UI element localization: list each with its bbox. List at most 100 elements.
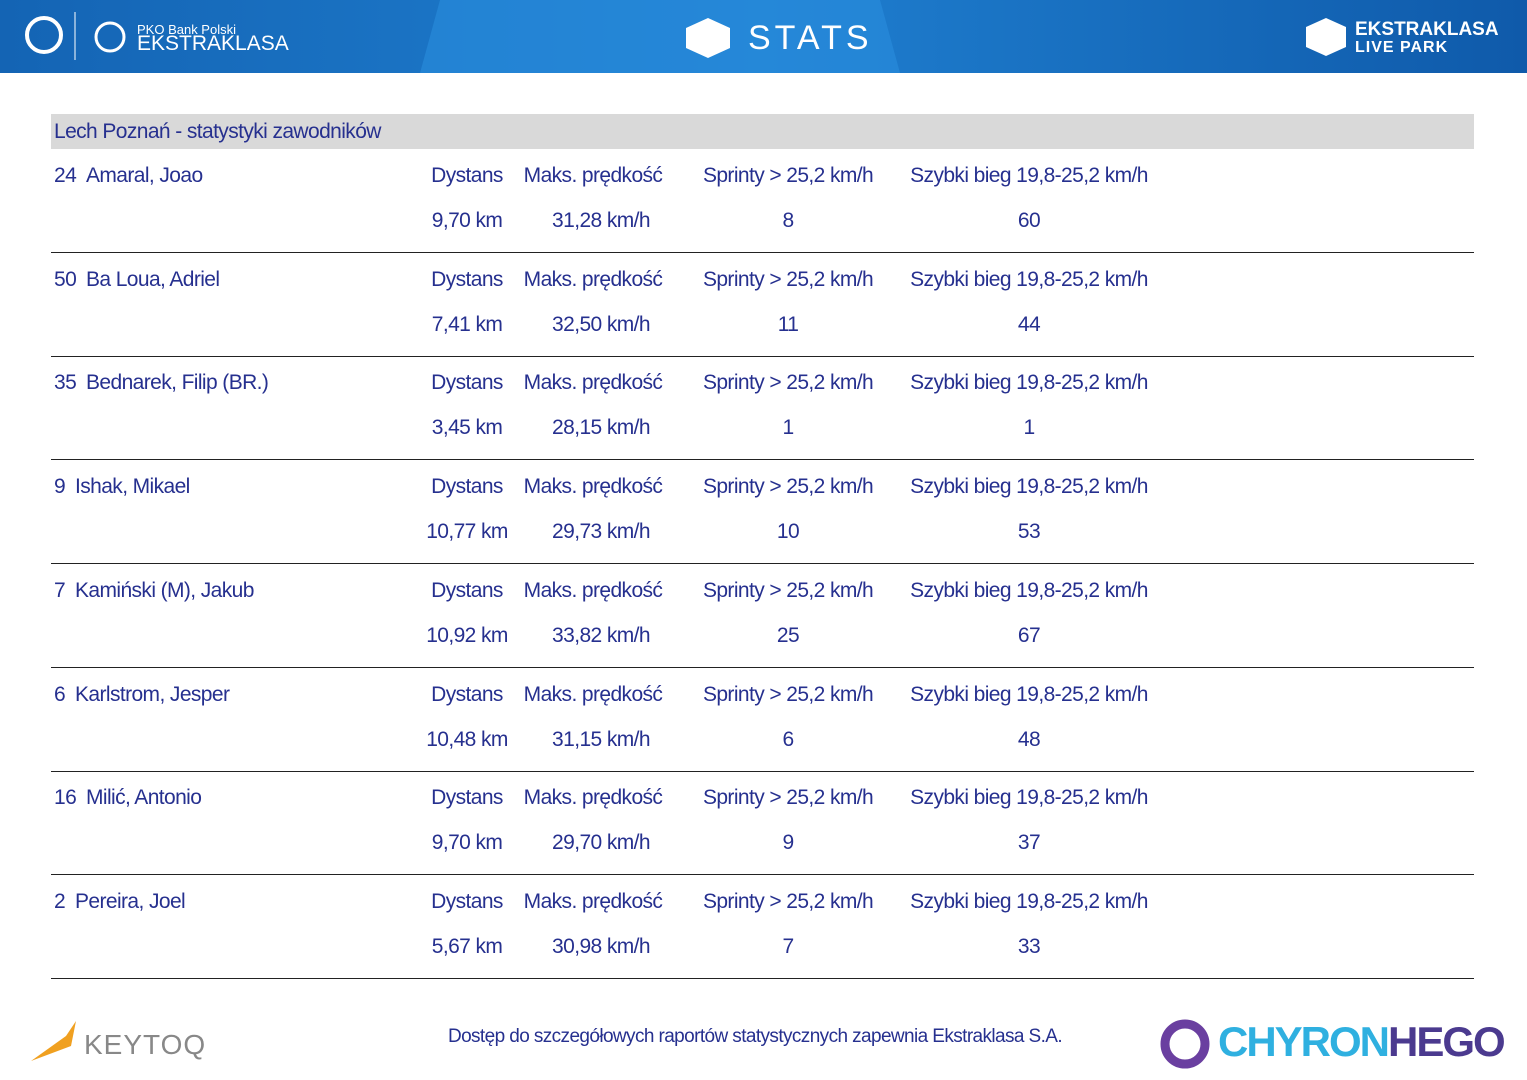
row-separator	[51, 355, 1474, 357]
column-label: Sprinty > 25,2 km/h	[702, 475, 874, 499]
stat-value: 9	[782, 831, 794, 855]
column-label: Szybki bieg 19,8-25,2 km/h	[910, 786, 1148, 810]
column-label: Sprinty > 25,2 km/h	[702, 786, 874, 810]
chyron-icon	[1160, 1019, 1210, 1069]
park-top: EKSTRAKLASA	[1355, 19, 1499, 40]
column-label: Dystans	[431, 475, 503, 499]
park-bottom: LIVE PARK	[1355, 39, 1449, 56]
stat-value: 33,82 km/h	[552, 623, 651, 647]
column-label: Sprinty > 25,2 km/h	[702, 164, 874, 187]
row-name: Pereira, Joel	[75, 889, 186, 913]
column-label: Dystans	[431, 164, 503, 187]
bank-logo	[25, 16, 63, 54]
stat-value: 9,70 km	[431, 831, 503, 855]
column-label: Szybki bieg 19,8-25,2 km/h	[910, 267, 1148, 291]
column-label: Szybki bieg 19,8-25,2 km/h	[910, 371, 1148, 395]
stat-value: 31,15 km/h	[552, 727, 651, 751]
stat-value: 53	[1017, 520, 1041, 544]
footer-note: Dostęp do szczegółowych raportów statyst…	[447, 1026, 1063, 1047]
row-name: Amaral, Joao	[86, 164, 203, 187]
header-accent	[420, 0, 900, 73]
column-label: Dystans	[431, 682, 503, 706]
table-title: Lech Poznań - statystyki zawodników	[54, 120, 381, 143]
stat-value: 6	[782, 727, 794, 751]
row-name: Ishak, Mikael	[75, 475, 190, 499]
keytoq-icon	[31, 1021, 76, 1061]
bank-name: PKO Bank Polski	[137, 22, 236, 37]
keytoq-logo	[31, 1021, 76, 1061]
row-separator	[51, 563, 1474, 565]
column-label: Dystans	[431, 371, 503, 395]
stat-value: 33	[1017, 934, 1041, 958]
stat-value: 37	[1017, 831, 1041, 855]
stat-value: 1	[1023, 416, 1035, 440]
row-separator	[51, 770, 1474, 772]
column-label: Maks. prędkość	[523, 578, 663, 602]
league-logo	[94, 21, 126, 53]
keytoq-text: KEYTOQ	[84, 1029, 207, 1060]
row-number: 16	[54, 786, 77, 810]
column-label: Szybki bieg 19,8-25,2 km/h	[910, 682, 1148, 706]
column-label: Szybki bieg 19,8-25,2 km/h	[910, 164, 1148, 187]
row-number: 9	[54, 475, 66, 499]
row-number: 35	[54, 371, 77, 395]
chyron-a: CHYRON	[1218, 1018, 1390, 1065]
column-label: Szybki bieg 19,8-25,2 km/h	[910, 578, 1148, 602]
column-label: Sprinty > 25,2 km/h	[702, 682, 874, 706]
stat-value: 29,73 km/h	[552, 520, 651, 544]
column-label: Sprinty > 25,2 km/h	[702, 578, 874, 602]
row-name: Ba Loua, Adriel	[86, 267, 220, 291]
column-label: Dystans	[431, 578, 503, 602]
stat-value: 29,70 km/h	[552, 831, 651, 855]
stat-value: 60	[1017, 209, 1041, 232]
column-label: Maks. prędkość	[523, 786, 663, 810]
stat-value: 10,77 km	[426, 520, 508, 544]
chyron-logo	[1160, 1019, 1210, 1069]
league-name: EKSTRAKLASA	[137, 32, 289, 55]
row-number: 24	[54, 164, 77, 187]
stat-value: 31,28 km/h	[552, 209, 651, 232]
row-number: 7	[54, 578, 66, 602]
column-label: Dystans	[431, 267, 503, 291]
column-label: Maks. prędkość	[523, 371, 663, 395]
stat-value: 9,70 km	[431, 209, 503, 232]
stat-value: 28,15 km/h	[552, 416, 651, 440]
stat-value: 25	[776, 623, 800, 647]
row-separator	[51, 666, 1474, 668]
column-label: Szybki bieg 19,8-25,2 km/h	[910, 475, 1148, 499]
row-number: 2	[54, 889, 66, 913]
column-label: Dystans	[431, 786, 503, 810]
title-bar	[51, 114, 1474, 149]
column-label: Maks. prędkość	[523, 267, 663, 291]
row-separator	[51, 459, 1474, 461]
column-label: Sprinty > 25,2 km/h	[702, 889, 874, 913]
stat-value: 48	[1017, 727, 1041, 751]
park-logo	[1306, 18, 1346, 56]
stat-value: 30,98 km/h	[552, 934, 651, 958]
row-name: Karlstrom, Jesper	[75, 682, 230, 706]
row-number: 50	[54, 267, 77, 291]
stats-title: STATS	[748, 19, 873, 57]
stat-value: 67	[1017, 623, 1041, 647]
column-label: Dystans	[431, 889, 503, 913]
header-bar	[0, 0, 1527, 73]
row-name: Kamiński (M), Jakub	[75, 578, 254, 602]
column-label: Sprinty > 25,2 km/h	[702, 371, 874, 395]
stat-value: 10,48 km	[426, 727, 508, 751]
column-label: Maks. prędkość	[523, 164, 663, 187]
stat-value: 32,50 km/h	[552, 312, 651, 336]
stat-value: 10,92 km	[426, 623, 508, 647]
stat-value: 1	[782, 416, 794, 440]
row-number: 6	[54, 682, 66, 706]
stat-value: 10	[776, 520, 800, 544]
stat-value: 3,45 km	[431, 416, 503, 440]
stat-value: 7,41 km	[431, 312, 503, 336]
stat-value: 11	[777, 312, 799, 336]
column-label: Maks. prędkość	[523, 889, 663, 913]
column-label: Szybki bieg 19,8-25,2 km/h	[910, 889, 1148, 913]
row-name: Milić, Antonio	[86, 786, 202, 810]
stat-value: 44	[1017, 312, 1041, 336]
column-label: Maks. prędkość	[523, 682, 663, 706]
stat-value: 5,67 km	[431, 934, 503, 958]
